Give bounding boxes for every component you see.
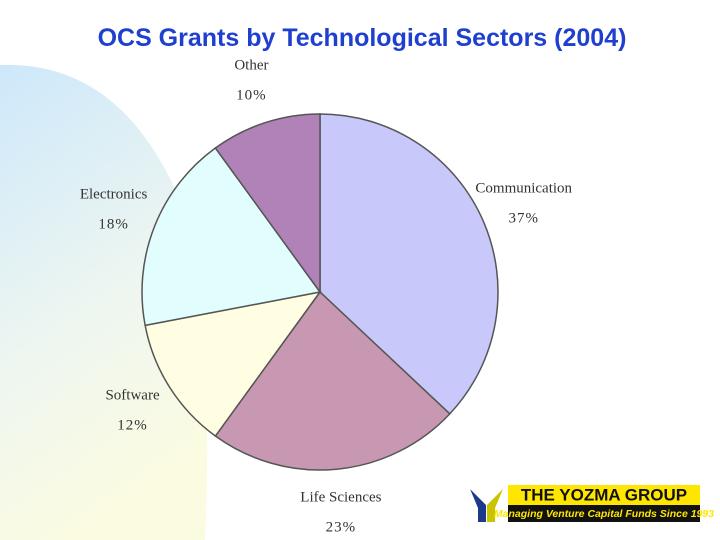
logo-icon: [470, 489, 486, 522]
slice-label: Communication: [475, 180, 572, 196]
logo-icon: [487, 489, 503, 522]
pie: [141, 113, 499, 471]
chart-title: OCS Grants by Technological Sectors (200…: [98, 24, 627, 52]
logo-tagline: Managing Venture Capital Funds Since 199…: [494, 508, 714, 520]
background-swoosh: [0, 64, 208, 540]
slice-label: Life Sciences: [300, 489, 381, 505]
logo-name: THE YOZMA GROUP: [521, 485, 687, 504]
data-label: 37%: [508, 210, 539, 226]
data-label: 10%: [236, 87, 267, 103]
data-label: 18%: [98, 217, 129, 233]
logo: THE YOZMA GROUP Managing Venture Capital…: [468, 485, 714, 522]
logo-icon-bg: [468, 487, 505, 522]
pie-slice: [319, 113, 499, 415]
pie-slice: [141, 146, 322, 327]
slice-label: Software: [105, 387, 159, 403]
pie-slice: [144, 290, 322, 438]
pie-slice: [214, 113, 321, 295]
data-label: 12%: [117, 417, 148, 433]
pie-slice: [214, 290, 451, 471]
logo-band: [508, 505, 700, 522]
logo-band: [508, 485, 700, 505]
slice-label: Electronics: [80, 187, 148, 203]
data-label: 23%: [326, 519, 357, 535]
slice-label: Other: [234, 57, 268, 73]
